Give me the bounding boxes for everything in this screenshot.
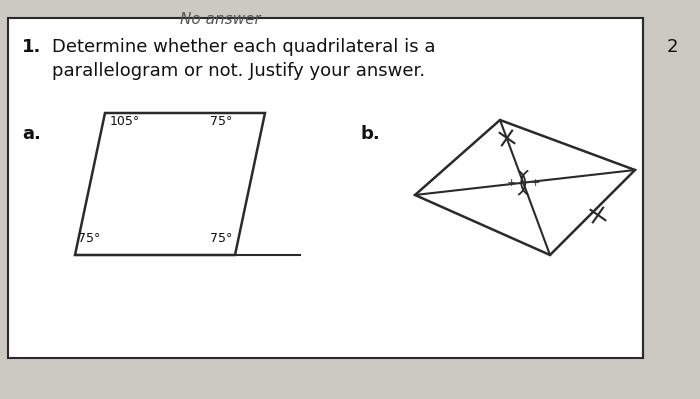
Text: parallelogram or not. Justify your answer.: parallelogram or not. Justify your answe… bbox=[52, 62, 425, 80]
Text: 2: 2 bbox=[666, 38, 678, 56]
Text: 75°: 75° bbox=[210, 115, 232, 128]
Text: a.: a. bbox=[22, 125, 41, 143]
Text: +: + bbox=[531, 178, 540, 188]
Text: 105°: 105° bbox=[110, 115, 140, 128]
Text: +: + bbox=[507, 178, 516, 188]
Text: 75°: 75° bbox=[210, 232, 232, 245]
FancyBboxPatch shape bbox=[8, 18, 643, 358]
Text: b.: b. bbox=[360, 125, 379, 143]
Text: 1.: 1. bbox=[22, 38, 41, 56]
Text: Determine whether each quadrilateral is a: Determine whether each quadrilateral is … bbox=[52, 38, 435, 56]
Text: 75°: 75° bbox=[78, 232, 100, 245]
Text: No answer: No answer bbox=[180, 12, 260, 27]
